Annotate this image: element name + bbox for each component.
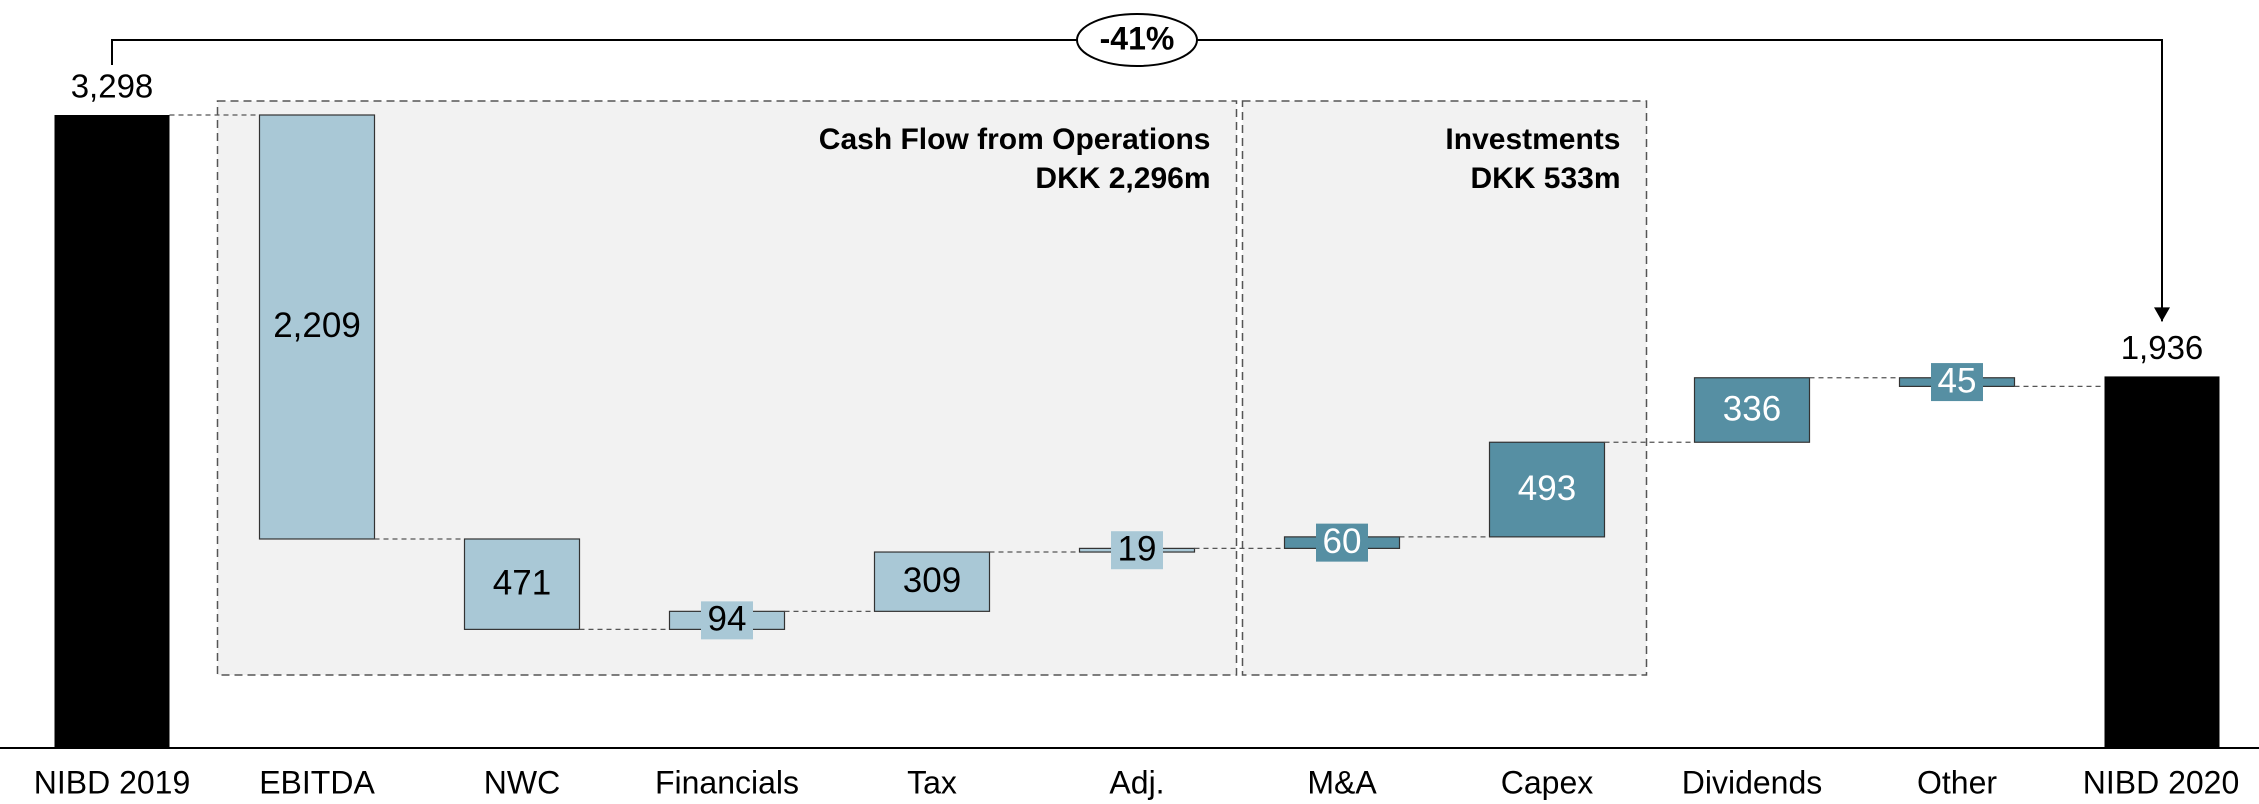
value-label: 60	[1323, 522, 1362, 561]
bar	[258, 114, 376, 540]
value-label: 2,209	[273, 306, 361, 345]
value-label: 471	[493, 563, 551, 602]
bar	[1488, 441, 1606, 538]
value-label: 19	[1118, 529, 1157, 568]
x-tick-label: Adj.	[1109, 764, 1164, 800]
group-title: Cash Flow from Operations	[819, 123, 1211, 156]
label-bg	[1931, 363, 1983, 402]
x-tick-label: NIBD 2019	[34, 764, 191, 800]
group-subtitle: DKK 2,296m	[1035, 162, 1210, 195]
group-title: Investments	[1445, 123, 1620, 156]
annotation-bubble	[1076, 13, 1198, 67]
bar	[873, 551, 991, 612]
x-tick-label: M&A	[1307, 764, 1377, 800]
x-tick-label: Other	[1917, 764, 1997, 800]
label-bg	[1111, 531, 1163, 570]
value-label: 1,936	[2121, 329, 2204, 366]
annotation-arrowhead	[2154, 307, 2170, 322]
label-bg	[701, 601, 753, 640]
label-bg	[1316, 523, 1368, 562]
group-box	[216, 100, 1238, 676]
value-label: 45	[1938, 361, 1977, 400]
bar	[54, 115, 170, 748]
value-label: 3,298	[71, 68, 154, 105]
value-label: 94	[708, 600, 747, 639]
x-tick-label: NIBD 2020	[2083, 764, 2240, 800]
bar	[1693, 377, 1811, 443]
value-label: 309	[903, 561, 961, 600]
bar	[463, 538, 581, 630]
x-tick-label: Tax	[907, 764, 957, 800]
group-subtitle: DKK 533m	[1470, 162, 1620, 195]
bar	[2104, 376, 2220, 748]
x-tick-label: Dividends	[1682, 764, 1823, 800]
annotation-text: -41%	[1100, 20, 1175, 56]
x-tick-label: Capex	[1501, 764, 1594, 800]
x-tick-label: EBITDA	[259, 764, 375, 800]
value-label: 336	[1723, 389, 1781, 428]
x-tick-label: Financials	[655, 764, 799, 800]
x-tick-label: NWC	[484, 764, 560, 800]
value-label: 493	[1518, 469, 1576, 508]
group-box	[1241, 100, 1648, 676]
